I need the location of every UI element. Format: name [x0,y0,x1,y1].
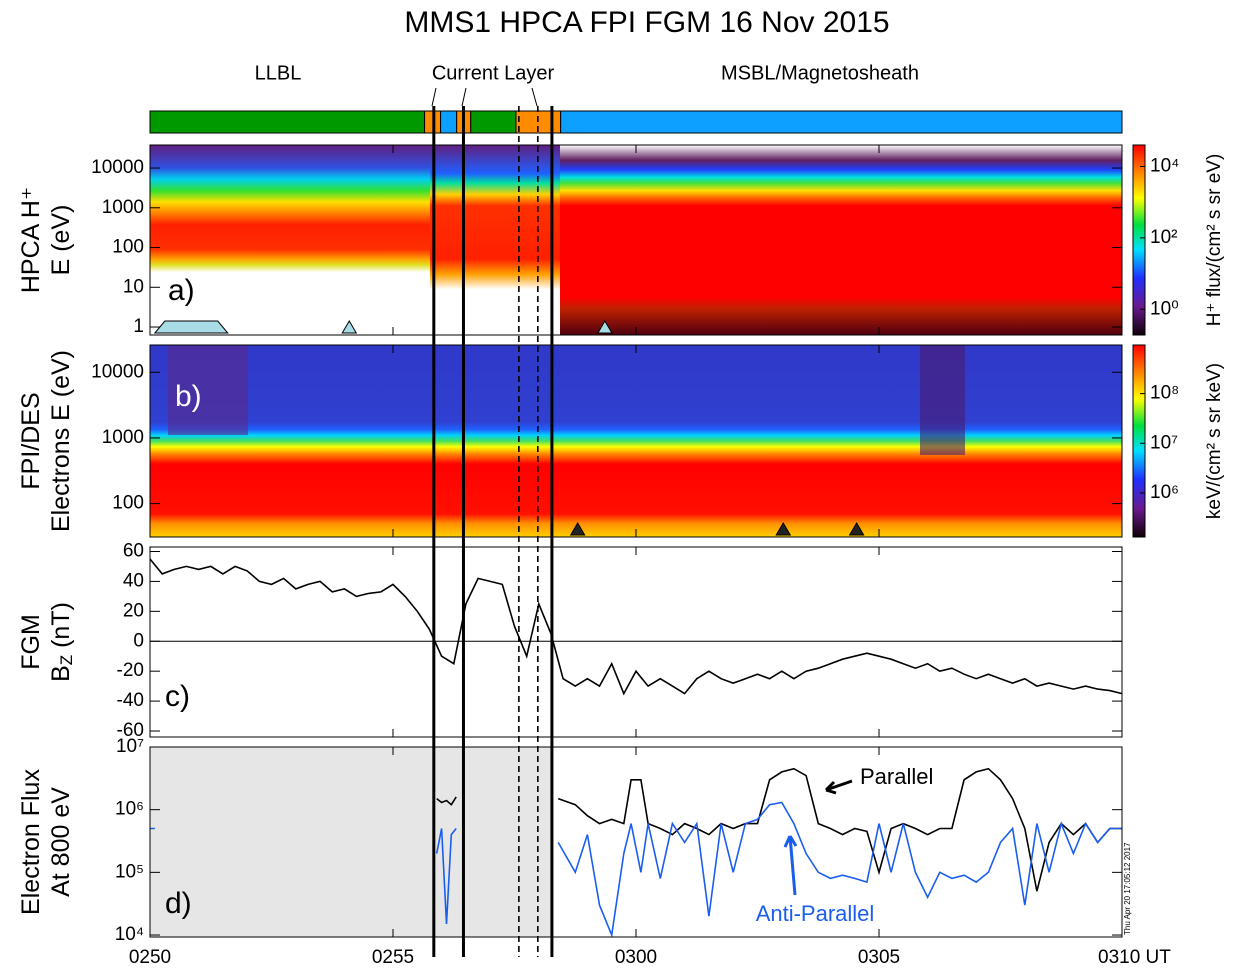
y-tick-label: 10000 [91,361,144,382]
spectrogram-image [150,145,430,335]
colorbar [1132,144,1146,336]
y-axis-label-line: Electron Flux [17,769,45,915]
event-marker [153,320,229,334]
data-line [436,767,1122,892]
y-axis-label-part: Z [57,655,76,665]
y-axis-label-line: Electrons E (eV) [47,350,75,532]
y-tick-label: -20 [117,660,144,681]
y-axis-label-part: B [47,665,75,682]
chart-title: MMS1 HPCA FPI FGM 16 Nov 2015 [404,6,889,39]
colorbar-tick-label: 10² [1150,227,1177,248]
region-label: Current Layer [432,62,555,84]
y-tick-label: 10⁵ [115,861,144,882]
x-tick-label: 0250 [129,947,171,968]
colorbar-tick-label: 10⁸ [1150,383,1179,404]
y-axis-label: FGMBZ (nT) [17,602,76,682]
y-tick-label: 10⁶ [115,799,144,820]
y-axis-label-line: FPI/DES [17,392,45,489]
y-axis-label: HPCA H⁺E (eV) [17,187,75,293]
panel-label: b) [175,380,202,413]
region-segment [560,110,1123,134]
y-tick-label: 1000 [102,197,144,218]
y-tick-label: 100 [112,237,144,258]
event-marker [569,522,586,536]
event-marker [341,320,358,334]
colorbar-label: keV/(cm² s sr keV) [1204,363,1225,519]
spectrogram-image [430,145,560,335]
x-tick-label: 0305 [858,947,900,968]
colorbar-tick-label: 10⁰ [1150,298,1179,319]
region-segment [149,110,426,134]
colorbar [1132,344,1146,538]
x-tick-label: 0300 [615,947,657,968]
panel-frame [149,546,1123,738]
y-tick-label: 60 [123,541,144,562]
x-tick-label: 0310 UT [1098,947,1171,968]
connector [531,87,538,107]
spectrogram-image [920,345,965,455]
connector [461,87,467,107]
colorbar-tick-label: 10⁶ [1150,482,1179,503]
y-tick-label: -40 [117,690,144,711]
colorbar-tick-label: 10⁴ [1150,156,1179,177]
spectrogram-image [560,145,1122,335]
legend-label: Anti-Parallel [756,901,875,926]
annotation-arrow [824,779,853,795]
colorbar-tick-label: 10⁷ [1150,432,1178,453]
region-label: MSBL/Magnetosheath [721,62,919,84]
spectrogram-image [150,345,1122,537]
y-axis-label: Electron FluxAt 800 eV [17,769,75,915]
y-axis-label-line: HPCA H⁺ [17,187,45,293]
panel-frame [149,746,1123,938]
panel-label: a) [168,274,195,307]
data-line [149,558,1123,696]
timestamp: Thu Apr 20 17:05:12 2017 [1123,842,1132,935]
event-marker [597,320,613,334]
region-label: LLBL [255,62,302,84]
y-tick-label: 1 [133,316,144,337]
y-axis-label-line: BZ (nT) [47,602,76,682]
y-tick-label: 0 [133,630,144,651]
region-segment [470,110,517,134]
y-tick-label: 40 [123,570,144,591]
y-tick-label: 10 [123,276,144,297]
y-tick-label: 10000 [91,157,144,178]
y-axis-label-line: At 800 eV [47,787,75,897]
y-tick-label: 1000 [102,427,144,448]
legend-label: Parallel [860,764,933,789]
event-marker [775,522,792,536]
event-marker [848,522,865,536]
y-axis-label-line: FGM [17,614,45,670]
spectrogram-image [168,345,248,435]
x-tick-label: 0255 [372,947,414,968]
data-line [150,801,1122,939]
y-tick-label: 20 [123,600,144,621]
panel-label: c) [165,680,190,713]
colorbar-label: H⁺ flux/(cm² s sr eV) [1204,154,1225,327]
annotation-arrow [783,835,798,896]
y-tick-label: 10⁴ [115,924,144,945]
region-segment [440,110,458,134]
no-data-region [150,747,552,937]
y-tick-label: -60 [117,720,144,741]
panel-frame [149,144,1123,336]
y-axis-label-part: (nT) [47,602,75,655]
y-tick-label: 10⁷ [116,736,144,757]
panel-label: d) [165,887,192,920]
panel-frame [149,344,1123,538]
y-axis-label-line: E (eV) [47,205,75,276]
y-axis-label: FPI/DESElectrons E (eV) [17,350,75,532]
y-tick-label: 100 [112,493,144,514]
connector [431,87,437,107]
